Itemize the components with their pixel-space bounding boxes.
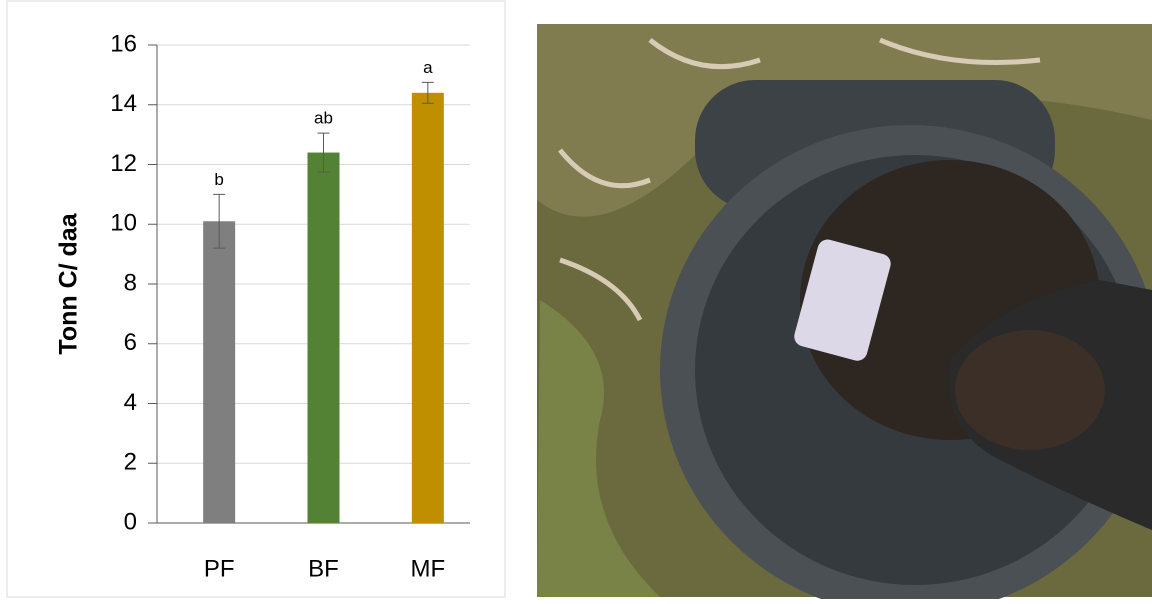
photo [537, 24, 1152, 599]
y-tick-label: 8 [124, 269, 137, 296]
screenshot: Tonn C/ daa 0 2 4 6 8 10 12 14 16 PF b BF ab MF a [0, 0, 1152, 599]
page: Tonn C/ daa 0246810121416PFbBFabMFa (() … [0, 0, 1152, 599]
bar [308, 153, 340, 523]
significance-label: a [423, 58, 433, 77]
photo-soil-handful [955, 330, 1105, 450]
y-tick-label: 2 [124, 449, 137, 476]
bar [412, 93, 444, 523]
y-tick-label: 12 [110, 150, 137, 177]
y-axis-label: Tonn C/ daa [55, 212, 83, 354]
y-tick-label: 10 [110, 210, 137, 237]
significance-label: b [214, 170, 223, 189]
y-tick-label: 0 [124, 508, 137, 535]
bar [203, 221, 235, 523]
y-tick-label: 16 [110, 30, 137, 57]
x-tick-label: PF [204, 555, 235, 582]
significance-label: ab [314, 109, 333, 128]
y-tick-label: 6 [124, 329, 137, 356]
y-tick-label: 14 [110, 90, 137, 117]
x-tick-label: BF [308, 555, 339, 582]
y-tick-label: 4 [124, 389, 137, 416]
x-tick-label: MF [411, 555, 446, 582]
